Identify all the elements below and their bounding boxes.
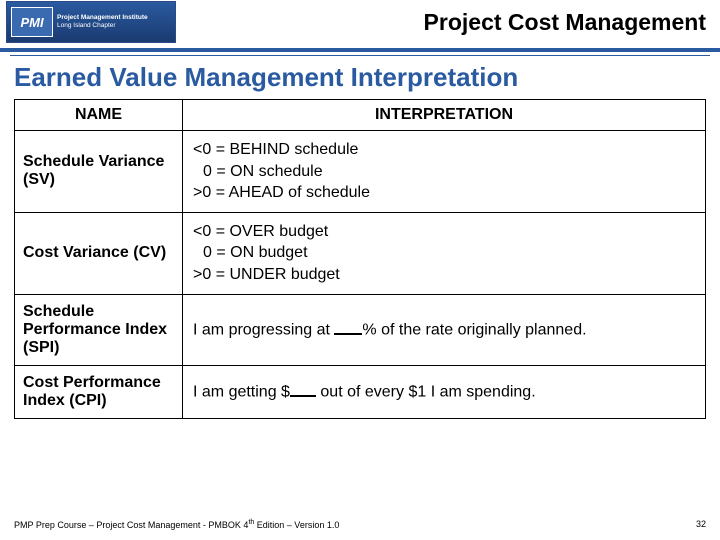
row-name: Cost Performance Index (CPI) [15, 365, 183, 418]
row-interpretation: <0 = BEHIND schedule 0 = ON schedule >0 … [183, 131, 706, 213]
table-row: Schedule Variance (SV) <0 = BEHIND sched… [15, 131, 706, 213]
row-name: Schedule Performance Index (SPI) [15, 294, 183, 365]
interp-pre: I am getting $ [193, 383, 290, 400]
table-row: Schedule Performance Index (SPI) I am pr… [15, 294, 706, 365]
footer-left-pre: PMP Prep Course – Project Cost Managemen… [14, 520, 248, 530]
blank-fill [290, 383, 316, 397]
slide-footer: PMP Prep Course – Project Cost Managemen… [14, 519, 706, 530]
table-row: Cost Performance Index (CPI) I am gettin… [15, 365, 706, 418]
interp-line: 0 = ON schedule [193, 161, 695, 183]
col-header-name: NAME [15, 100, 183, 131]
interp-line: >0 = AHEAD of schedule [193, 182, 695, 204]
pmi-logo: PMI Project Management Institute Long Is… [6, 1, 176, 43]
header-title: Project Cost Management [176, 9, 710, 36]
footer-left-post: Edition – Version 1.0 [254, 520, 339, 530]
slide-header: PMI Project Management Institute Long Is… [0, 0, 720, 52]
row-name: Schedule Variance (SV) [15, 131, 183, 213]
logo-line2: Long Island Chapter [57, 22, 148, 30]
table-row: Cost Variance (CV) <0 = OVER budget 0 = … [15, 212, 706, 294]
slide-title: Earned Value Management Interpretation [0, 56, 720, 99]
row-interpretation: I am getting $ out of every $1 I am spen… [183, 365, 706, 418]
page-number: 32 [696, 519, 706, 530]
row-interpretation: I am progressing at % of the rate origin… [183, 294, 706, 365]
interp-post: % of the rate originally planned. [362, 321, 586, 338]
col-header-interpretation: INTERPRETATION [183, 100, 706, 131]
interp-pre: I am progressing at [193, 321, 334, 338]
table-header-row: NAME INTERPRETATION [15, 100, 706, 131]
pmi-logo-mark: PMI [11, 7, 53, 37]
pmi-logo-text: Project Management Institute Long Island… [57, 14, 148, 30]
interp-line: <0 = BEHIND schedule [193, 139, 695, 161]
interp-line: 0 = ON budget [193, 242, 695, 264]
interp-post: out of every $1 I am spending. [316, 383, 536, 400]
logo-line1: Project Management Institute [57, 14, 148, 22]
evm-table: NAME INTERPRETATION Schedule Variance (S… [14, 99, 706, 419]
footer-left: PMP Prep Course – Project Cost Managemen… [14, 519, 339, 530]
row-name: Cost Variance (CV) [15, 212, 183, 294]
row-interpretation: <0 = OVER budget 0 = ON budget >0 = UNDE… [183, 212, 706, 294]
interp-line: <0 = OVER budget [193, 221, 695, 243]
blank-fill [334, 321, 362, 335]
interp-line: >0 = UNDER budget [193, 264, 695, 286]
